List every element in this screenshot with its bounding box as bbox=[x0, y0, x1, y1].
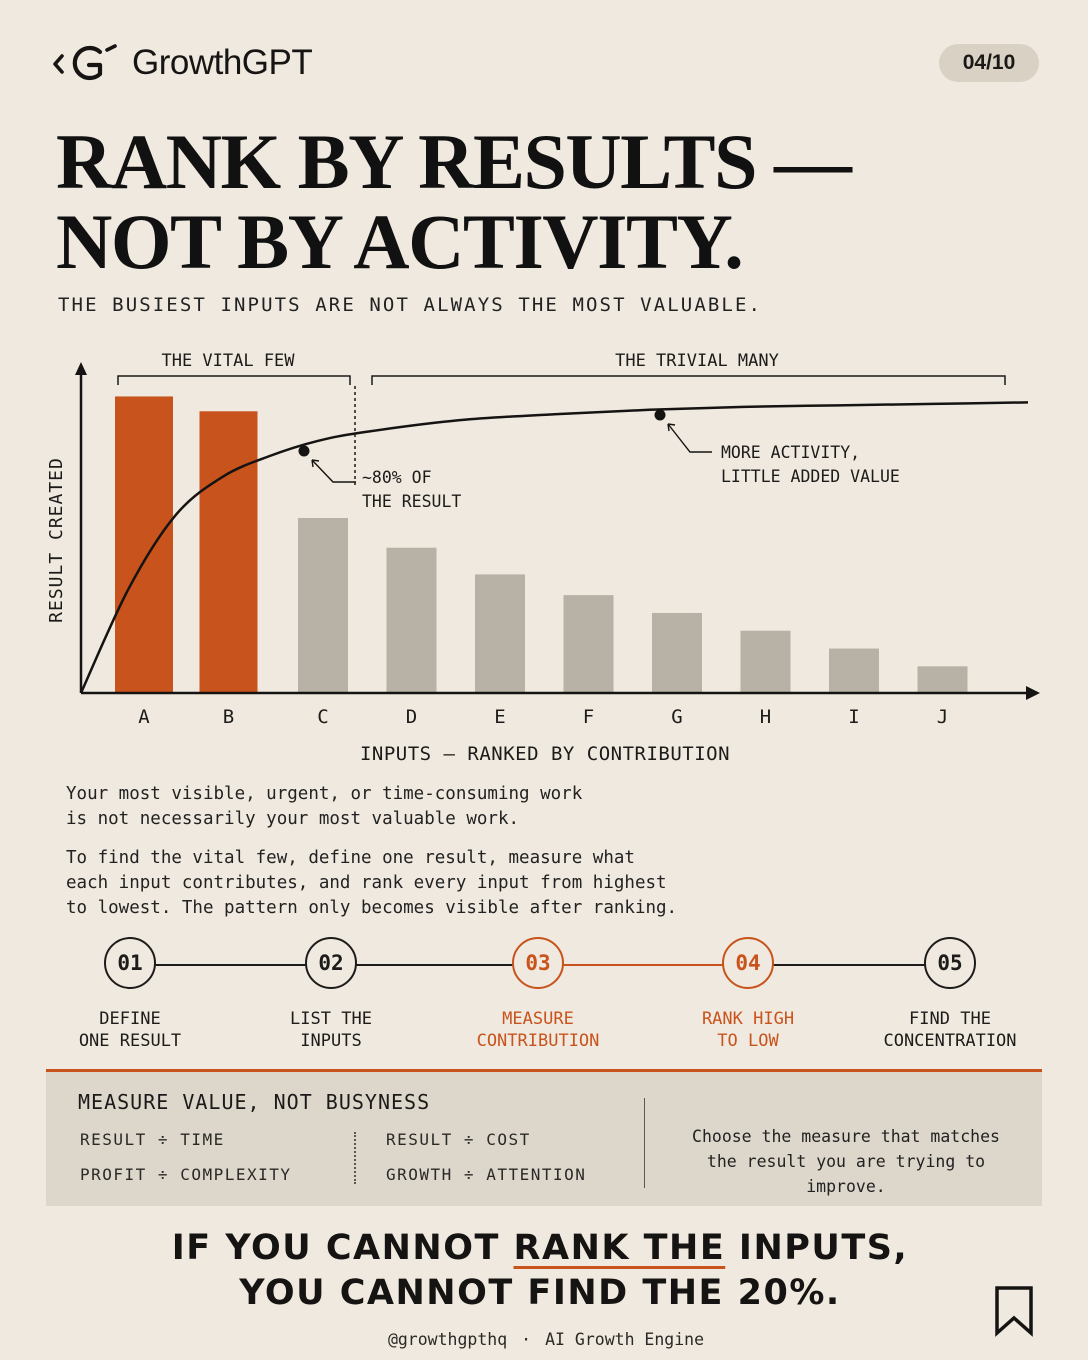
footer: @growthgpthq · AI Growth Engine bbox=[0, 1330, 1088, 1349]
bar-e bbox=[475, 574, 525, 693]
closing-text: IF YOU CANNOT bbox=[171, 1228, 514, 1268]
step-label: FIND THE CONCENTRATION bbox=[883, 1009, 1017, 1051]
step-number: 04 bbox=[722, 937, 774, 989]
headline-line-2: NOT BY ACTIVITY. bbox=[56, 198, 744, 285]
x-axis-label: INPUTS — RANKED BY CONTRIBUTION bbox=[360, 743, 730, 765]
step-number: 03 bbox=[512, 937, 564, 989]
page-indicator-badge: 04/10 bbox=[939, 44, 1039, 82]
annotation-leader bbox=[667, 423, 712, 453]
footer-handle[interactable]: @growthgpthq bbox=[387, 1330, 508, 1349]
closing-text: INPUTS, bbox=[725, 1228, 909, 1268]
annotation-arrowhead bbox=[667, 423, 676, 432]
closing-highlight: RANK THE bbox=[513, 1228, 726, 1268]
x-tick-label: G bbox=[671, 706, 682, 728]
closing-statement: IF YOU CANNOT RANK THE INPUTS, YOU CANNO… bbox=[0, 1226, 1080, 1316]
step-connector bbox=[130, 964, 331, 966]
x-tick-label: E bbox=[494, 706, 505, 728]
step-number: 02 bbox=[305, 937, 357, 989]
annotation-label: THE RESULT bbox=[362, 492, 461, 511]
bar-h bbox=[740, 630, 791, 693]
x-tick-label: J bbox=[937, 706, 948, 728]
ratio-item: PROFIT ÷ COMPLEXITY bbox=[80, 1165, 292, 1184]
ratio-item: RESULT ÷ COST bbox=[386, 1130, 531, 1149]
annotation-arrowhead bbox=[311, 459, 320, 468]
annotation-label: LITTLE ADDED VALUE bbox=[721, 467, 900, 486]
step-connector-accent bbox=[538, 964, 748, 966]
ratio-item: RESULT ÷ TIME bbox=[80, 1130, 225, 1149]
measure-box: MEASURE VALUE, NOT BUSYNESS RESULT ÷ TIM… bbox=[46, 1069, 1042, 1206]
step-connector bbox=[748, 964, 950, 966]
annotation-label: ~80% OF bbox=[362, 468, 432, 487]
step-5: 05 FIND THE CONCENTRATION bbox=[850, 935, 1050, 1052]
dotted-divider bbox=[354, 1132, 356, 1184]
pareto-chart: A B C D E F G H I J INPUTS — RANKED BY CONTRIBUTIO… bbox=[46, 351, 1040, 765]
process-steps: 01 DEFINE ONE RESULT 02 LIST THE INPUTS … bbox=[0, 935, 1088, 1055]
bracket-vital-few bbox=[117, 375, 351, 385]
x-tick-label: A bbox=[138, 706, 150, 728]
subheadline: THE BUSIEST INPUTS ARE NOT ALWAYS THE MO… bbox=[58, 294, 763, 316]
step-number: 01 bbox=[104, 937, 156, 989]
y-axis-arrow bbox=[75, 362, 87, 375]
bar-c bbox=[298, 518, 348, 693]
bar-a bbox=[115, 396, 173, 693]
brand-name: GrowthGPT bbox=[132, 43, 313, 82]
bar-i bbox=[829, 648, 879, 693]
step-label: MEASURE CONTRIBUTION bbox=[476, 1009, 600, 1051]
x-tick-label: B bbox=[223, 706, 234, 728]
bar-b bbox=[199, 411, 258, 693]
brand: GrowthGPT bbox=[50, 38, 313, 88]
group-label-trivial-many: THE TRIVIAL MANY bbox=[615, 351, 779, 371]
step-connector bbox=[331, 964, 538, 966]
bar-f bbox=[563, 595, 614, 693]
step-label: RANK HIGH TO LOW bbox=[701, 1009, 795, 1051]
body-paragraph-2: To find the vital few, define one result… bbox=[66, 848, 678, 918]
step-label: LIST THE INPUTS bbox=[290, 1009, 372, 1051]
closing-line-2: YOU CANNOT FIND THE 20%. bbox=[239, 1273, 841, 1313]
footer-separator: · bbox=[521, 1330, 532, 1349]
bracket-trivial-many bbox=[371, 375, 1006, 385]
vertical-divider bbox=[644, 1098, 645, 1188]
x-tick-label: F bbox=[583, 706, 594, 728]
closing-line-1: IF YOU CANNOT RANK THE INPUTS, bbox=[0, 1226, 1080, 1271]
bar-g bbox=[652, 612, 702, 693]
ratio-item: GROWTH ÷ ATTENTION bbox=[386, 1165, 587, 1184]
bar-j bbox=[917, 666, 968, 693]
step-label: DEFINE ONE RESULT bbox=[78, 1009, 182, 1051]
headline-line-1: RANK BY RESULTS — bbox=[56, 118, 852, 205]
cumulative-curve bbox=[79, 401, 1029, 694]
headline: RANK BY RESULTS — NOT BY ACTIVITY. bbox=[56, 118, 852, 285]
curve-marker bbox=[298, 445, 310, 457]
x-tick-label: D bbox=[406, 706, 417, 728]
bar-d bbox=[386, 547, 437, 693]
step-4: 04 RANK HIGH TO LOW bbox=[648, 935, 848, 1052]
curve-marker bbox=[654, 409, 666, 421]
step-1: 01 DEFINE ONE RESULT bbox=[30, 935, 230, 1052]
annotation-leader bbox=[311, 459, 356, 483]
y-axis-label: RESULT CREATED bbox=[46, 457, 67, 623]
annotation-label: MORE ACTIVITY, bbox=[721, 443, 860, 462]
x-tick-label: I bbox=[848, 706, 859, 728]
measure-title: MEASURE VALUE, NOT BUSYNESS bbox=[78, 1090, 431, 1114]
step-3: 03 MEASURE CONTRIBUTION bbox=[438, 935, 638, 1052]
x-axis-arrow bbox=[1026, 686, 1040, 700]
x-tick-label: C bbox=[317, 706, 328, 728]
growthgpt-logo-icon bbox=[53, 44, 117, 81]
step-2: 02 LIST THE INPUTS bbox=[231, 935, 431, 1052]
body-paragraph-1: Your most visible, urgent, or time-consu… bbox=[66, 784, 583, 829]
measure-note: Choose the measure that matches the resu… bbox=[692, 1127, 1000, 1196]
step-number: 05 bbox=[924, 937, 976, 989]
footer-tagline: AI Growth Engine bbox=[545, 1330, 705, 1349]
group-label-vital-few: THE VITAL FEW bbox=[161, 351, 295, 371]
bookmark-icon[interactable] bbox=[994, 1285, 1034, 1337]
x-tick-label: H bbox=[760, 706, 771, 728]
